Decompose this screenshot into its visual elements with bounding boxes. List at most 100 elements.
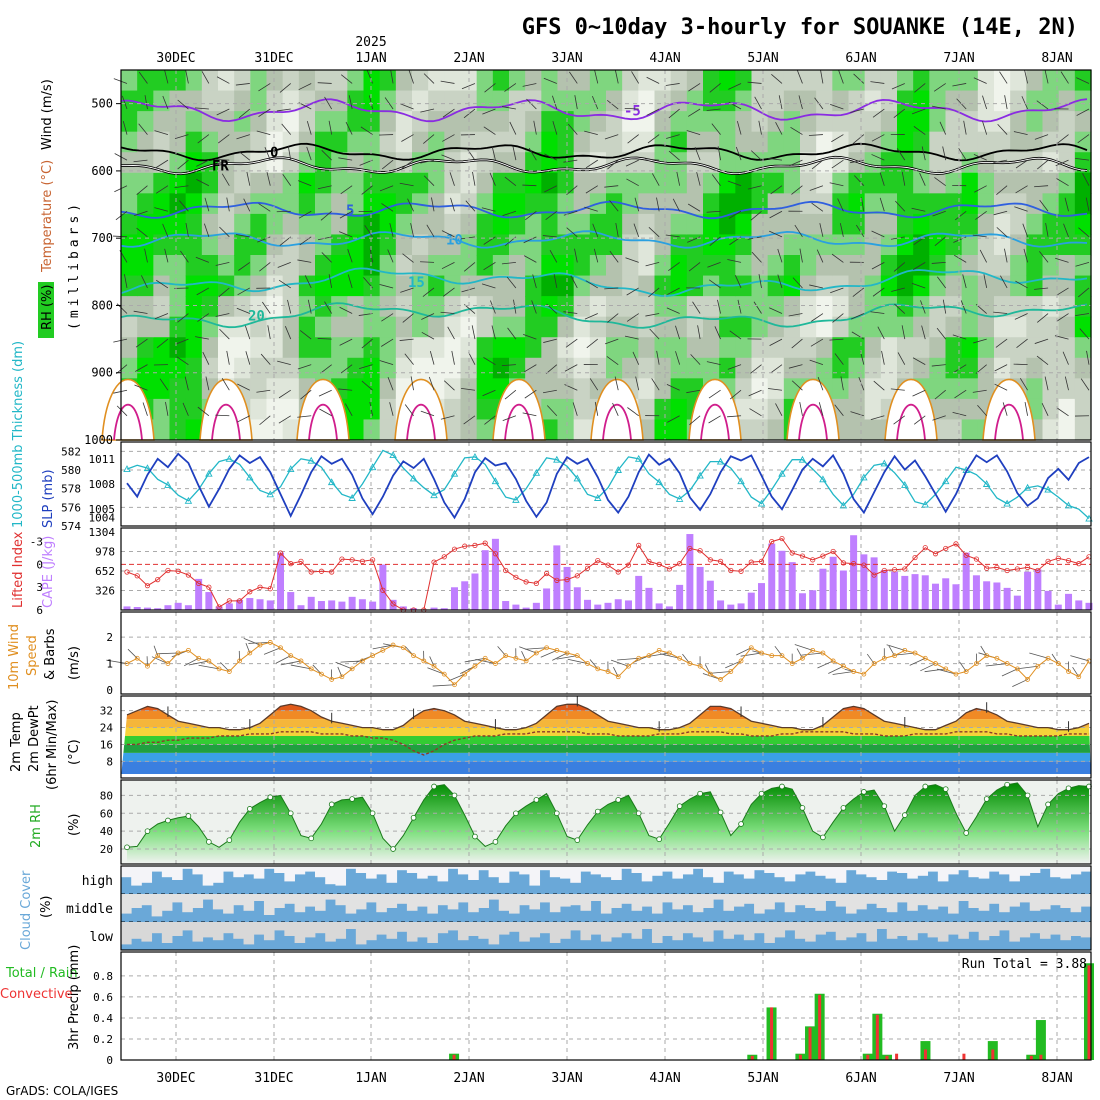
rh-shading-cell (331, 316, 348, 338)
rh-shading-cell (492, 255, 510, 277)
wind-barb (553, 274, 558, 289)
rh-shading-cell (573, 398, 591, 421)
wind-barb (440, 80, 455, 84)
rh-shading-cell (961, 152, 979, 174)
wind-barb (461, 83, 476, 90)
rh-shading-cell (1074, 90, 1092, 112)
p8-line3: 3hr Precip (mm) (67, 945, 82, 1050)
wind-barb (156, 338, 169, 349)
rh-shading-cell (363, 275, 381, 297)
rh-shading-cell (557, 131, 575, 153)
wind-barb (399, 338, 414, 341)
p5-line2: 2m DewPt (27, 705, 42, 772)
wind-barb (1056, 178, 1069, 187)
wind-barb (604, 338, 619, 345)
freezing-contour-inner (121, 156, 1088, 175)
rh-shading-cell (686, 255, 704, 277)
wind-barb (696, 172, 701, 186)
wind-barb (320, 364, 332, 374)
cloud-cell (672, 866, 683, 879)
cape-bar (338, 601, 346, 610)
precip-total-bar (1035, 1020, 1046, 1060)
rh-shading-cell (379, 378, 397, 400)
cloud-cell (590, 894, 602, 901)
cloud-cell (539, 894, 551, 903)
lifted-index-marker (1045, 558, 1051, 564)
wind-barb (1082, 173, 1090, 186)
cloud-cell (396, 922, 408, 932)
cloud-cell (417, 894, 428, 907)
rh-shading-cell (767, 419, 785, 441)
lifted-index-marker (216, 604, 222, 610)
rh-shading-cell (266, 111, 284, 133)
rh-marker (206, 839, 212, 845)
rh-shading-cell (1042, 378, 1060, 400)
wind-barb (194, 107, 209, 110)
wind-barb (593, 248, 599, 263)
wind-barb (894, 303, 906, 314)
wind-barb (816, 249, 824, 263)
rh-shading-cell (428, 90, 445, 112)
cape-bar (307, 596, 315, 610)
rh-shading-cell (137, 131, 154, 153)
rh-shading-cell (961, 378, 979, 400)
wind-barb (769, 230, 783, 238)
rh-shading-cell (945, 90, 963, 112)
cloud-cell (161, 866, 173, 878)
wind-barb (221, 378, 230, 391)
rh-shading-cell (751, 172, 769, 194)
lifted-index-marker (298, 558, 304, 564)
wind-speed-marker (943, 666, 949, 672)
wind-barb (1002, 402, 1008, 416)
wind-barb (656, 197, 660, 212)
lifted-index-marker (891, 567, 898, 573)
thickness-marker (205, 469, 213, 477)
rh-shading-cell (703, 193, 720, 215)
lifted-index-marker (155, 576, 161, 583)
thickness-marker (246, 473, 254, 481)
rh-shading-cell (218, 275, 235, 297)
temperature-contour-label: 10 (446, 233, 463, 249)
wind-barb (584, 206, 598, 212)
wind-barb (672, 198, 680, 212)
p1-frame (120, 69, 1092, 441)
rh-shading-cell (525, 70, 542, 92)
rh-shading-cell (994, 337, 1011, 359)
warm-lobe-contour (786, 378, 840, 441)
rh-shading-cell (250, 111, 268, 133)
wind-barb (891, 83, 905, 90)
rh-shading-cell (298, 152, 316, 174)
cloud-cell (672, 922, 683, 941)
wind-barb (297, 259, 312, 263)
rh-shading-cell (347, 316, 365, 338)
rh-shading-cell (816, 152, 833, 174)
rh-shading-cell (298, 357, 316, 379)
cape-bar (584, 599, 592, 610)
rh-shading-cell (169, 296, 187, 318)
cloud-cell (723, 866, 735, 872)
rh-shading-cell (266, 213, 284, 236)
precip-convective-bar (1087, 965, 1091, 1060)
rh-shading-cell (428, 357, 445, 379)
wind-barb (164, 69, 169, 84)
wind-barb-10m (648, 652, 670, 657)
lifted-index-marker (543, 570, 550, 577)
cape-bar (1003, 587, 1011, 610)
wind-barb (688, 108, 701, 117)
rh-shading-cell (961, 316, 979, 338)
rh-shading-cell (476, 152, 494, 174)
cloud-cell (151, 866, 163, 872)
thickness-marker (982, 480, 991, 487)
wind-speed-marker (636, 655, 642, 661)
rh-shading-cell (121, 70, 138, 92)
rh-shading-cell (509, 275, 526, 297)
lifted-index-marker (584, 565, 591, 571)
rh-shading-cell (137, 255, 154, 277)
cloud-cell (560, 866, 571, 879)
cape-bar (686, 534, 694, 610)
wind-barb (770, 185, 783, 195)
rh-marker (247, 806, 253, 812)
lifted-index-marker (820, 553, 826, 559)
wind-speed-marker (800, 655, 805, 661)
